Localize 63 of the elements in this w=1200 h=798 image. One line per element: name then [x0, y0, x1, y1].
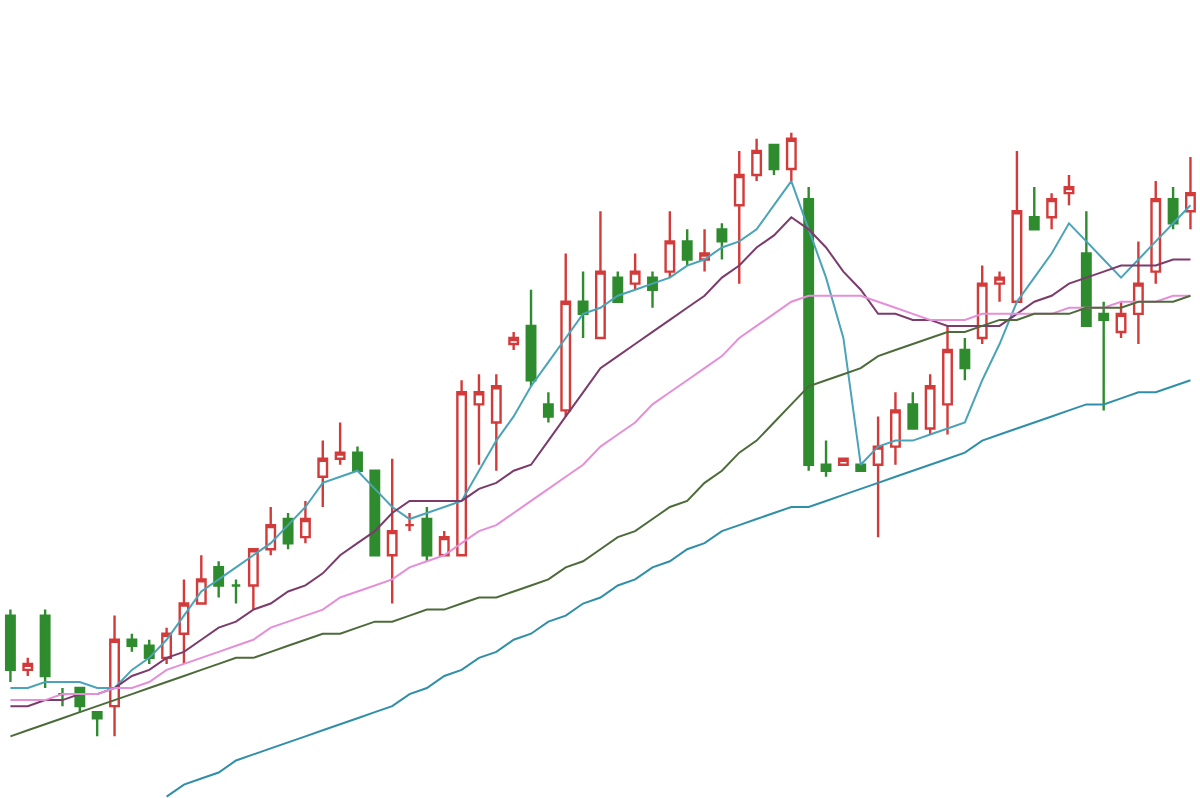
candlestick: [1046, 191, 1058, 231]
candlestick: [22, 656, 34, 678]
candlestick: [1063, 173, 1075, 207]
candlestick: [803, 185, 815, 472]
candlestick: [213, 560, 225, 599]
candlestick: [664, 210, 676, 279]
candlestick: [629, 252, 641, 291]
candlestick: [421, 505, 433, 563]
candlestick: [959, 336, 971, 382]
candlestick: [334, 421, 346, 466]
candlestick: [299, 499, 311, 545]
candlestick: [508, 330, 520, 352]
candlestick: [178, 578, 190, 666]
candlestick: [109, 614, 120, 738]
candlestick: [1115, 300, 1127, 340]
candlestick: [456, 379, 468, 557]
candlestick: [1150, 179, 1162, 285]
candlestick: [976, 264, 988, 346]
candlestick: [473, 373, 485, 466]
candlestick: [542, 391, 554, 424]
candlestick: [924, 373, 936, 436]
candlestick: [577, 270, 589, 340]
candlestick: [1028, 185, 1040, 231]
candlestick: [352, 445, 363, 472]
candlestick: [1167, 185, 1179, 231]
candlestick: [594, 210, 606, 340]
candlestick: [57, 686, 68, 708]
candlestick: [837, 457, 849, 466]
candlestick: [386, 457, 398, 605]
candlestick: [890, 391, 901, 466]
candlestick: [942, 324, 953, 436]
candlestick: [247, 548, 259, 611]
candlestick: [126, 632, 138, 654]
candlestick: [560, 252, 572, 418]
candlestick: [699, 228, 710, 273]
candlestick: [612, 270, 624, 303]
candlestick: [4, 608, 16, 684]
candlestick: [1098, 300, 1110, 412]
candlestick: [525, 288, 537, 388]
candlestick: [39, 608, 51, 690]
candlestick: [265, 505, 277, 557]
candlestick: [768, 143, 780, 177]
candlestick: [907, 391, 919, 430]
candlestick: [716, 222, 728, 261]
candlestick: [733, 149, 745, 285]
candlestick: [1132, 240, 1144, 346]
candlestick: [681, 228, 693, 267]
candlestick: [994, 270, 1006, 303]
candlestick: [1080, 210, 1092, 328]
candlestick: [872, 415, 884, 539]
candlestick: [317, 439, 329, 509]
candlestick: [855, 463, 867, 472]
candlestick: [230, 578, 242, 605]
candlestick: [751, 137, 763, 183]
candlestick: [91, 710, 103, 738]
candlestick: [369, 469, 381, 557]
candlestick: [785, 131, 797, 183]
candlestick: [404, 511, 415, 533]
candlestick: [195, 554, 207, 605]
candlestick: [647, 270, 658, 309]
candlestick: [490, 373, 502, 472]
candlestick: [1011, 149, 1023, 303]
candlestick: [820, 439, 832, 478]
